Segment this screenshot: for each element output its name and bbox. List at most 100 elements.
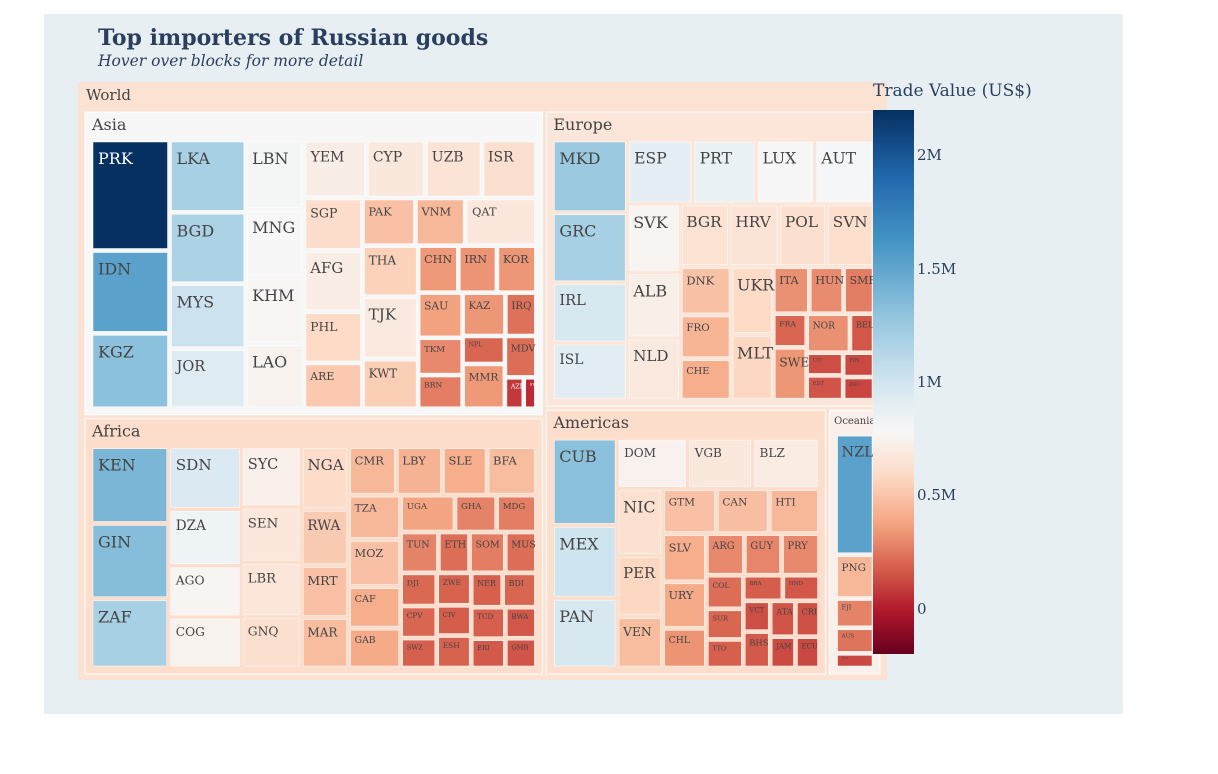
country-block-nor[interactable] (808, 315, 849, 351)
country-block-chn[interactable] (419, 247, 457, 291)
country-block-hun[interactable] (810, 268, 842, 312)
country-block-fra[interactable] (775, 315, 805, 346)
country-block-lbr[interactable] (243, 563, 300, 615)
country-block-arg[interactable] (708, 535, 743, 574)
country-block-sen[interactable] (243, 508, 300, 561)
country-block-isr[interactable] (483, 141, 535, 197)
country-block-pak[interactable] (364, 199, 414, 244)
country-block-vnm[interactable] (417, 199, 464, 244)
country-block-vct[interactable] (745, 602, 769, 630)
country-block-aze[interactable] (506, 379, 523, 407)
country-block-civ[interactable] (438, 607, 470, 634)
country-block-aut[interactable] (816, 141, 873, 203)
country-block-cog[interactable] (170, 618, 240, 667)
country-block-som[interactable] (471, 533, 504, 572)
country-block-gin[interactable] (92, 525, 168, 597)
country-block-lao[interactable] (247, 345, 303, 407)
country-block-per[interactable] (618, 557, 661, 616)
country-block-tkm[interactable] (419, 339, 461, 374)
country-block-tcd[interactable] (472, 608, 504, 637)
country-block-pry[interactable] (783, 535, 818, 574)
country-block-lby[interactable] (398, 448, 441, 494)
country-block-npl[interactable] (464, 337, 504, 363)
country-block-mdv[interactable] (506, 337, 535, 376)
country-block-hnd[interactable] (784, 576, 818, 600)
country-block-qat[interactable] (466, 199, 535, 244)
country-block-ltu[interactable] (808, 354, 842, 374)
country-block-dom[interactable] (618, 439, 687, 487)
country-block-brn[interactable] (419, 376, 461, 407)
country-block-gha[interactable] (456, 496, 495, 531)
country-block-hti[interactable] (770, 490, 818, 532)
country-block-khm[interactable] (247, 278, 303, 342)
country-block-mng[interactable] (247, 210, 303, 276)
country-block-jor[interactable] (171, 350, 245, 407)
country-block-slv[interactable] (664, 535, 705, 581)
country-block-ukr[interactable] (732, 268, 772, 333)
country-block-kaz[interactable] (464, 294, 504, 335)
country-block-aus[interactable] (837, 629, 873, 652)
country-block-can[interactable] (718, 490, 768, 532)
country-block-dji[interactable] (402, 574, 436, 605)
country-block-bgd[interactable] (171, 214, 245, 282)
country-block-sau[interactable] (419, 294, 461, 337)
country-block-eri[interactable] (472, 640, 504, 667)
country-block-syc[interactable] (243, 448, 300, 506)
country-block-blz[interactable] (754, 439, 818, 487)
country-block-smr[interactable] (845, 268, 873, 312)
country-block-bgr[interactable] (682, 205, 728, 266)
country-block-mmr[interactable] (464, 365, 504, 407)
country-block-cub[interactable] (554, 439, 616, 524)
country-block-eth[interactable] (440, 533, 468, 572)
country-block-dza[interactable] (170, 511, 240, 564)
country-block-mar[interactable] (303, 619, 347, 667)
country-block-irq[interactable] (507, 294, 535, 335)
country-block-tto[interactable] (708, 641, 742, 667)
country-block-mlt[interactable] (732, 336, 772, 399)
country-block-svn[interactable] (828, 205, 873, 266)
country-block-est[interactable] (808, 377, 842, 399)
country-block-are[interactable] (305, 364, 361, 407)
country-block-esp[interactable] (628, 141, 692, 203)
country-block-ago[interactable] (170, 567, 240, 616)
country-block-sur[interactable] (708, 610, 742, 638)
country-block-ury[interactable] (664, 583, 705, 627)
country-block-bel[interactable] (851, 315, 873, 351)
country-block-lbn[interactable] (247, 141, 303, 208)
country-block-swz[interactable] (402, 639, 436, 667)
country-block-mrt[interactable] (303, 567, 347, 616)
country-block-gtm[interactable] (664, 490, 715, 532)
country-block-moz[interactable] (350, 541, 400, 585)
country-block-kwt[interactable] (364, 360, 417, 407)
country-block-ken[interactable] (92, 448, 168, 522)
country-block-bhs[interactable] (745, 633, 769, 667)
country-block-ven[interactable] (618, 618, 661, 667)
country-block-tjk[interactable] (364, 298, 417, 358)
country-block-sgp[interactable] (305, 199, 361, 249)
country-block-gnq[interactable] (243, 618, 300, 667)
country-block-lka[interactable] (171, 141, 245, 211)
country-block-pol[interactable] (780, 205, 826, 266)
country-block-swe[interactable] (775, 349, 805, 399)
country-block-sle[interactable] (444, 448, 486, 494)
country-block-fin[interactable] (844, 354, 873, 376)
country-block-vgb[interactable] (689, 439, 751, 487)
country-block-mus[interactable] (507, 533, 535, 572)
country-block-bra[interactable] (745, 576, 782, 600)
country-block-alb[interactable] (628, 274, 679, 337)
country-block-yem[interactable] (305, 141, 365, 197)
country-block-isl[interactable] (554, 344, 626, 399)
country-block-bfa[interactable] (488, 448, 535, 494)
country-block-irn[interactable] (460, 247, 496, 291)
country-block-zaf[interactable] (92, 600, 168, 667)
country-block-ecu[interactable] (797, 638, 818, 667)
country-block-svk[interactable] (628, 205, 679, 271)
country-block-tun[interactable] (402, 533, 437, 572)
country-block-rwa[interactable] (303, 511, 347, 564)
country-block-deu[interactable] (844, 378, 873, 399)
country-block-cmr[interactable] (350, 448, 395, 494)
country-block-fji[interactable] (837, 600, 873, 627)
country-block-ner[interactable] (472, 574, 501, 606)
country-block-bwa[interactable] (507, 608, 535, 637)
